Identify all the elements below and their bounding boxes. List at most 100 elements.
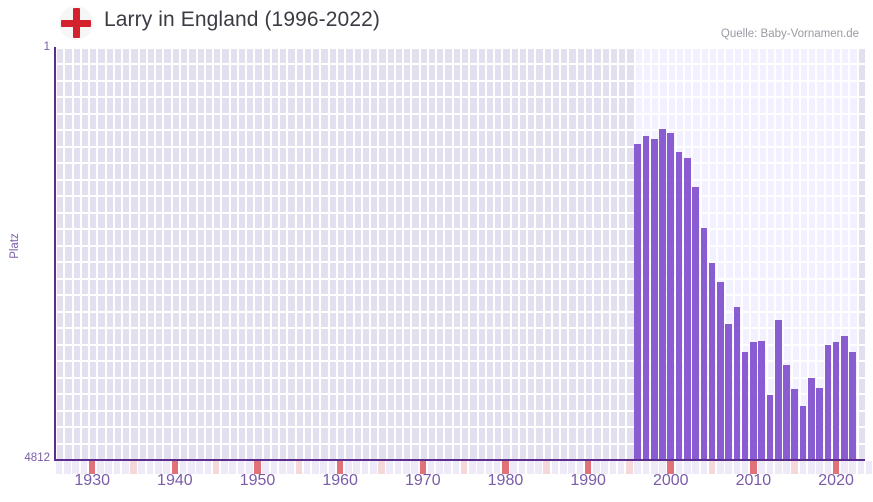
- x-tick-minor: [783, 461, 790, 474]
- bar[interactable]: [667, 133, 675, 459]
- bar[interactable]: [816, 387, 823, 459]
- bar[interactable]: [717, 282, 724, 459]
- gridline-vertical: [352, 47, 355, 459]
- gridline-horizontal: [55, 393, 865, 395]
- bar[interactable]: [824, 344, 832, 459]
- x-tick-major: [667, 461, 675, 474]
- x-tick-minor: [312, 461, 319, 474]
- gridline-vertical: [484, 47, 487, 459]
- page-title: Larry in England (1996-2022): [104, 8, 380, 31]
- gridline-vertical: [625, 47, 628, 459]
- bar[interactable]: [700, 228, 708, 459]
- gridline-horizontal: [55, 410, 865, 412]
- bar[interactable]: [849, 351, 856, 459]
- gridline-horizontal: [55, 228, 865, 230]
- bar[interactable]: [708, 262, 716, 459]
- bar[interactable]: [774, 320, 782, 459]
- gridline-vertical: [707, 47, 710, 459]
- gridline-vertical: [385, 47, 388, 459]
- bar[interactable]: [750, 341, 757, 459]
- bar[interactable]: [683, 158, 691, 459]
- gridline-vertical: [831, 47, 834, 459]
- gridline-horizontal: [55, 146, 865, 148]
- gridline-horizontal: [55, 344, 865, 346]
- x-tick-minor: [320, 461, 327, 474]
- x-tick-minor: [535, 461, 542, 474]
- x-tick-minor: [733, 461, 741, 474]
- x-tick-minor: [121, 461, 129, 474]
- gridline-vertical: [71, 47, 74, 459]
- x-tick-major: [419, 461, 427, 474]
- x-tick-minor: [97, 461, 104, 474]
- gridline-vertical: [88, 47, 91, 459]
- x-tick-minor: [551, 461, 559, 474]
- x-tick-minor: [650, 461, 658, 474]
- bar[interactable]: [799, 405, 807, 459]
- gridline-vertical: [121, 47, 124, 459]
- x-tick-minor: [328, 461, 336, 474]
- bar[interactable]: [692, 186, 699, 459]
- x-tick-minor: [80, 461, 88, 474]
- x-tick-minor: [105, 461, 113, 474]
- x-tick-minor: [394, 461, 402, 474]
- bar[interactable]: [741, 351, 749, 459]
- gridline-vertical: [476, 47, 479, 459]
- gridline-vertical: [55, 47, 57, 459]
- bar[interactable]: [841, 336, 848, 459]
- x-tick-minor: [155, 461, 162, 474]
- x-tick-minor: [237, 461, 245, 474]
- x-tick-minor: [402, 461, 410, 474]
- gridline-horizontal: [55, 162, 865, 164]
- x-tick-minor: [683, 461, 691, 474]
- x-tick-minor: [799, 461, 807, 474]
- x-tick-minor: [72, 461, 79, 474]
- gridline-vertical: [559, 47, 562, 459]
- bar[interactable]: [791, 388, 799, 459]
- x-tick-major: [254, 461, 261, 474]
- x-tick-minor: [725, 461, 732, 474]
- gridline-vertical: [765, 47, 768, 459]
- gridline-horizontal: [55, 179, 865, 181]
- x-tick-minor: [477, 461, 484, 474]
- gridline-vertical: [418, 47, 421, 459]
- gridline-vertical: [856, 47, 859, 459]
- x-tick-minor: [64, 461, 71, 474]
- gridline-vertical: [79, 47, 82, 459]
- x-axis-tick-label: 1970: [405, 472, 441, 489]
- bar[interactable]: [766, 395, 774, 459]
- x-tick-minor: [865, 461, 873, 474]
- bar[interactable]: [634, 143, 641, 459]
- bar[interactable]: [733, 307, 741, 459]
- x-tick-minor: [378, 461, 385, 474]
- gridline-vertical: [377, 47, 380, 459]
- gridline-horizontal: [55, 129, 865, 131]
- gridline-vertical: [716, 47, 719, 459]
- bar[interactable]: [650, 139, 658, 459]
- bar[interactable]: [725, 324, 732, 459]
- gridline-horizontal: [55, 245, 865, 247]
- gridline-vertical: [170, 47, 173, 459]
- x-tick-minor: [841, 461, 848, 474]
- gridline-vertical: [774, 47, 777, 459]
- bar-series: [55, 47, 865, 459]
- x-tick-minor: [146, 461, 154, 474]
- gridline-horizontal: [55, 261, 865, 263]
- gridline-horizontal: [55, 294, 865, 296]
- x-tick-major: [336, 461, 344, 474]
- bar[interactable]: [783, 365, 790, 459]
- bar[interactable]: [832, 342, 840, 459]
- x-tick-minor: [807, 461, 815, 474]
- gridline-vertical: [468, 47, 471, 459]
- x-tick-major: [171, 461, 179, 474]
- x-axis-tick-markers: [55, 461, 873, 475]
- gridline-vertical: [278, 47, 281, 459]
- bar[interactable]: [675, 152, 683, 459]
- x-tick-minor: [295, 461, 303, 474]
- source-attribution: Quelle: Baby-Vornamen.de: [720, 28, 859, 40]
- x-axis-tick-label: 1960: [322, 472, 358, 489]
- bar[interactable]: [659, 129, 666, 459]
- gridline-vertical: [63, 47, 66, 459]
- bar[interactable]: [642, 136, 650, 459]
- bar[interactable]: [807, 378, 815, 459]
- bar[interactable]: [758, 340, 765, 459]
